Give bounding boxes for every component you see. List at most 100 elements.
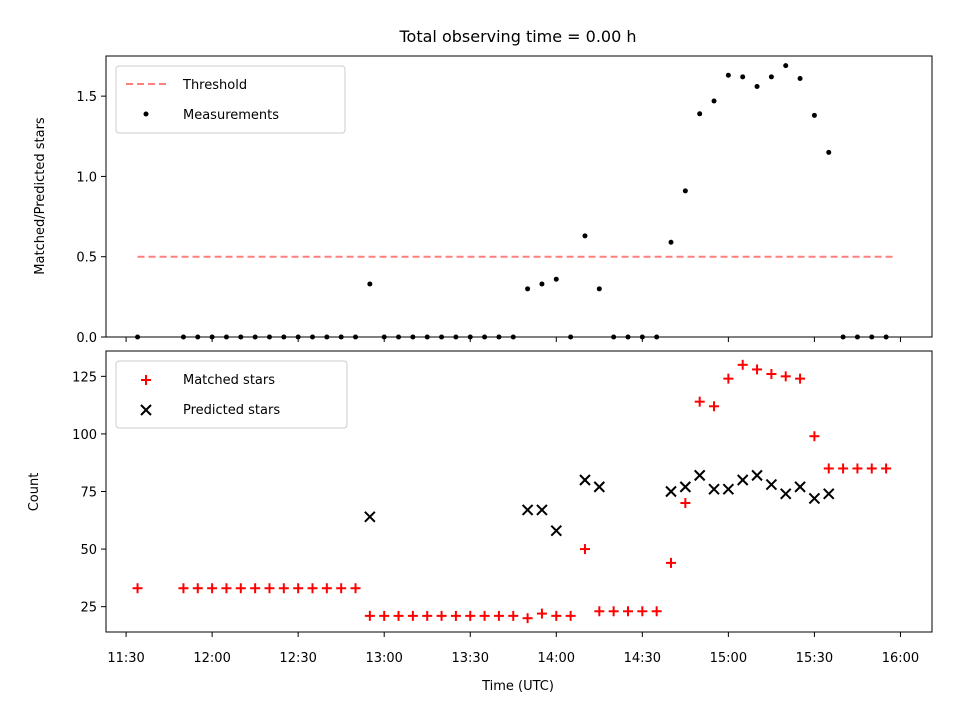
matched-star-point — [192, 583, 203, 594]
predicted-star-point — [679, 481, 692, 493]
bottom-y-tick-label: 50 — [80, 543, 97, 558]
bottom-panel: 11:30 12:00 12:30 13:00 13:30 14:00 14:30 15:00… — [27, 350, 933, 694]
matched-star-point — [350, 583, 361, 594]
matched-star-point — [321, 583, 332, 594]
matched-star-point — [852, 463, 863, 474]
matched-star-point — [307, 583, 318, 594]
matched-star-point — [694, 396, 705, 407]
matched-star-point — [465, 610, 476, 621]
top-y-tick-label: 1.0 — [76, 170, 97, 185]
matched-star-point — [479, 610, 490, 621]
top-panel: 0.0 0.5 1.0 1.5 Matched/Predicted stars Thr… — [33, 55, 933, 346]
bottom-legend-box — [115, 360, 348, 429]
measurement-point — [525, 286, 531, 292]
bottom-y-axis-label: Count — [27, 473, 42, 512]
predicted-star-point — [780, 488, 792, 500]
matched-star-point — [651, 606, 662, 617]
matched-star-point — [436, 610, 447, 621]
bottom-legend: Matched stars Predicted stars — [115, 360, 348, 429]
top-y-tick-label: 0.5 — [76, 251, 97, 266]
x-tick-label: 14:00 — [538, 651, 575, 666]
matched-star-point — [551, 610, 562, 621]
matched-legend-swatch — [141, 375, 151, 385]
matched-star-point — [264, 583, 275, 594]
x-tick-label: 11:30 — [107, 651, 144, 666]
matched-star-point — [680, 498, 691, 509]
predicted-star-point — [737, 474, 749, 486]
matched-star-point — [278, 583, 289, 594]
predicted-star-point — [708, 483, 720, 495]
top-y-tick-label: 1.5 — [76, 90, 97, 105]
predicted-star-point — [794, 481, 806, 493]
measurement-point — [682, 188, 688, 194]
matched-star-point — [250, 583, 261, 594]
x-tick-label: 12:00 — [193, 651, 230, 666]
predicted-star-point — [364, 511, 376, 523]
measurement-point — [668, 239, 674, 245]
measurement-point — [697, 111, 703, 117]
measurement-point — [754, 84, 760, 90]
matched-star-point — [393, 610, 404, 621]
matched-star-point — [293, 583, 304, 594]
matched-star-point — [565, 610, 576, 621]
x-tick-label: 15:00 — [710, 651, 747, 666]
matched-star-point — [493, 610, 504, 621]
predicted-star-point — [579, 474, 591, 486]
predicted-star-point — [521, 504, 534, 516]
measurement-point — [740, 74, 746, 80]
threshold-legend-label: Threshold — [182, 78, 247, 93]
measurements-legend-label: Measurements — [183, 108, 279, 123]
matched-star-point — [336, 583, 347, 594]
matched-star-point — [594, 606, 605, 617]
predicted-star-point — [765, 478, 778, 491]
matched-star-point — [823, 463, 834, 474]
x-tick-label: 12:30 — [279, 651, 316, 666]
matched-star-point — [666, 557, 677, 568]
predicted-star-point — [536, 504, 548, 516]
matched-star-point — [838, 463, 849, 474]
predicted-star-point — [593, 481, 606, 493]
matched-star-point — [881, 463, 892, 474]
top-y-ticks: 0.0 0.5 1.0 1.5 — [76, 90, 106, 346]
top-y-axis-label: Matched/Predicted stars — [33, 117, 48, 275]
x-tick-label: 13:00 — [365, 651, 402, 666]
x-axis-label: Time (UTC) — [481, 679, 554, 694]
bottom-y-tick-label: 125 — [72, 370, 97, 385]
predicted-star-point — [751, 469, 763, 482]
matched-star-point — [132, 583, 143, 594]
top-y-tick-label: 0.0 — [76, 331, 97, 346]
predicted-star-point — [550, 524, 562, 537]
predicted-legend-swatch — [140, 404, 152, 416]
matched-star-point — [809, 431, 820, 442]
bottom-y-tick-label: 25 — [80, 601, 97, 616]
matched-star-point — [795, 373, 806, 384]
matched-star-point — [508, 610, 519, 621]
x-tick-label: 16:00 — [882, 651, 919, 666]
predicted-star-point — [722, 483, 735, 495]
matched-star-point — [536, 608, 547, 619]
top-chart-title: Total observing time = 0.00 h — [398, 27, 636, 46]
bottom-x-ticks: 11:30 12:00 12:30 13:00 13:30 14:00 14:30 15:00… — [107, 632, 919, 666]
bottom-y-tick-label: 75 — [80, 486, 97, 501]
matched-stars-points — [132, 359, 892, 624]
matched-star-point — [866, 463, 877, 474]
matched-star-point — [178, 583, 189, 594]
matched-star-point — [723, 373, 734, 384]
x-tick-label: 13:30 — [452, 651, 489, 666]
measurement-point — [811, 112, 817, 118]
measurement-point — [725, 72, 731, 78]
measurement-point — [711, 98, 717, 104]
predicted-star-point — [665, 485, 677, 498]
matched-star-point — [522, 613, 533, 624]
matched-star-point — [608, 606, 619, 617]
measurement-point — [783, 63, 789, 69]
measurement-point — [367, 281, 373, 287]
top-legend: Threshold Measurements — [115, 65, 346, 134]
matched-star-point — [752, 364, 763, 375]
matched-star-point — [450, 610, 461, 621]
matched-star-point — [637, 606, 648, 617]
measurement-point — [539, 281, 545, 287]
x-tick-label: 15:30 — [796, 651, 833, 666]
measurement-point — [797, 75, 803, 81]
